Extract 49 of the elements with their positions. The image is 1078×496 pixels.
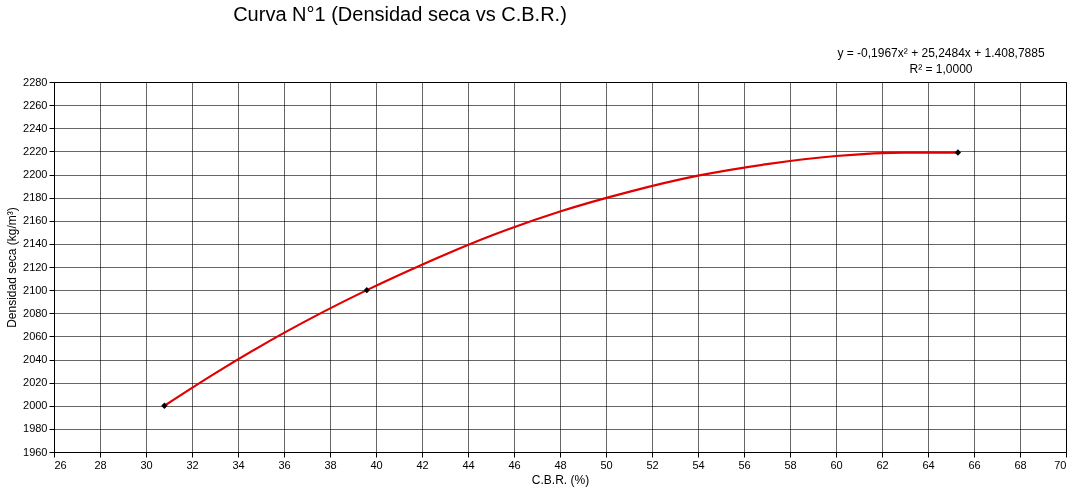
y-tick-label: 1980 [23, 422, 48, 435]
x-tick-label: 42 [416, 458, 429, 471]
x-tick-label: 66 [968, 458, 981, 471]
x-tick-label: 38 [324, 458, 337, 471]
y-tick-label: 2080 [23, 306, 48, 319]
line-series [163, 151, 959, 407]
y-tick-label: 2120 [23, 260, 48, 273]
x-tick-label: 32 [186, 458, 199, 471]
x-tick-label: 50 [600, 458, 613, 471]
text: y = -0,1967x² + 25,2484x + 1.408,7885 [837, 46, 1045, 60]
x-tick-label: 56 [738, 458, 751, 471]
point [161, 402, 168, 409]
point [954, 149, 962, 156]
x-tick-label: 58 [784, 458, 797, 471]
x-tick-label: 62 [876, 458, 889, 471]
x-tick-label: 28 [94, 458, 107, 471]
x-tick-label: 30 [140, 458, 153, 471]
x-tick-label: 52 [646, 458, 659, 471]
x-axis-title: C.B.R. (%) [531, 472, 590, 487]
x-tick-label: 26 [54, 458, 67, 471]
y-tick-label: 2040 [23, 353, 48, 365]
x-tick-label: 64 [922, 458, 935, 471]
x-tick-label: 60 [830, 458, 843, 471]
y-tick-label: 2180 [23, 191, 48, 204]
y-tick-label: 1960 [23, 445, 48, 458]
x-tick-label: 34 [232, 458, 245, 471]
y-tick-label: 2100 [23, 283, 48, 296]
y-tick-label: 2280 [23, 75, 48, 88]
x-tick-label: 44 [462, 458, 475, 471]
y-tick-label: 2060 [23, 329, 48, 342]
y-tick-label: 2160 [23, 214, 48, 227]
y-tick-label: 2140 [23, 237, 48, 250]
x-tick-label: 46 [508, 458, 521, 471]
text: R² = 1,0000 [909, 62, 973, 76]
y-tick-label: 2240 [23, 121, 48, 134]
x-tick-label: 40 [370, 458, 383, 471]
y-tick-label: 2200 [23, 168, 48, 180]
y-tick-label: 2020 [23, 376, 48, 389]
x-tick-label: 68 [1014, 458, 1027, 471]
y-tick-label: 2260 [23, 98, 48, 111]
chart-title: Curva N°1 (Densidad seca vs C.B.R.) [233, 3, 567, 25]
y-tick-label: 2000 [23, 399, 48, 412]
x-tick-label: 48 [554, 458, 567, 471]
x-tick-label: 54 [692, 458, 705, 471]
x-tick-label: 70 [1054, 458, 1067, 471]
y-axis-title: Densidad seca (kg/m³) [5, 207, 20, 328]
y-tick-label: 2220 [23, 144, 48, 157]
point [363, 286, 370, 294]
x-tick-label: 36 [278, 458, 291, 471]
